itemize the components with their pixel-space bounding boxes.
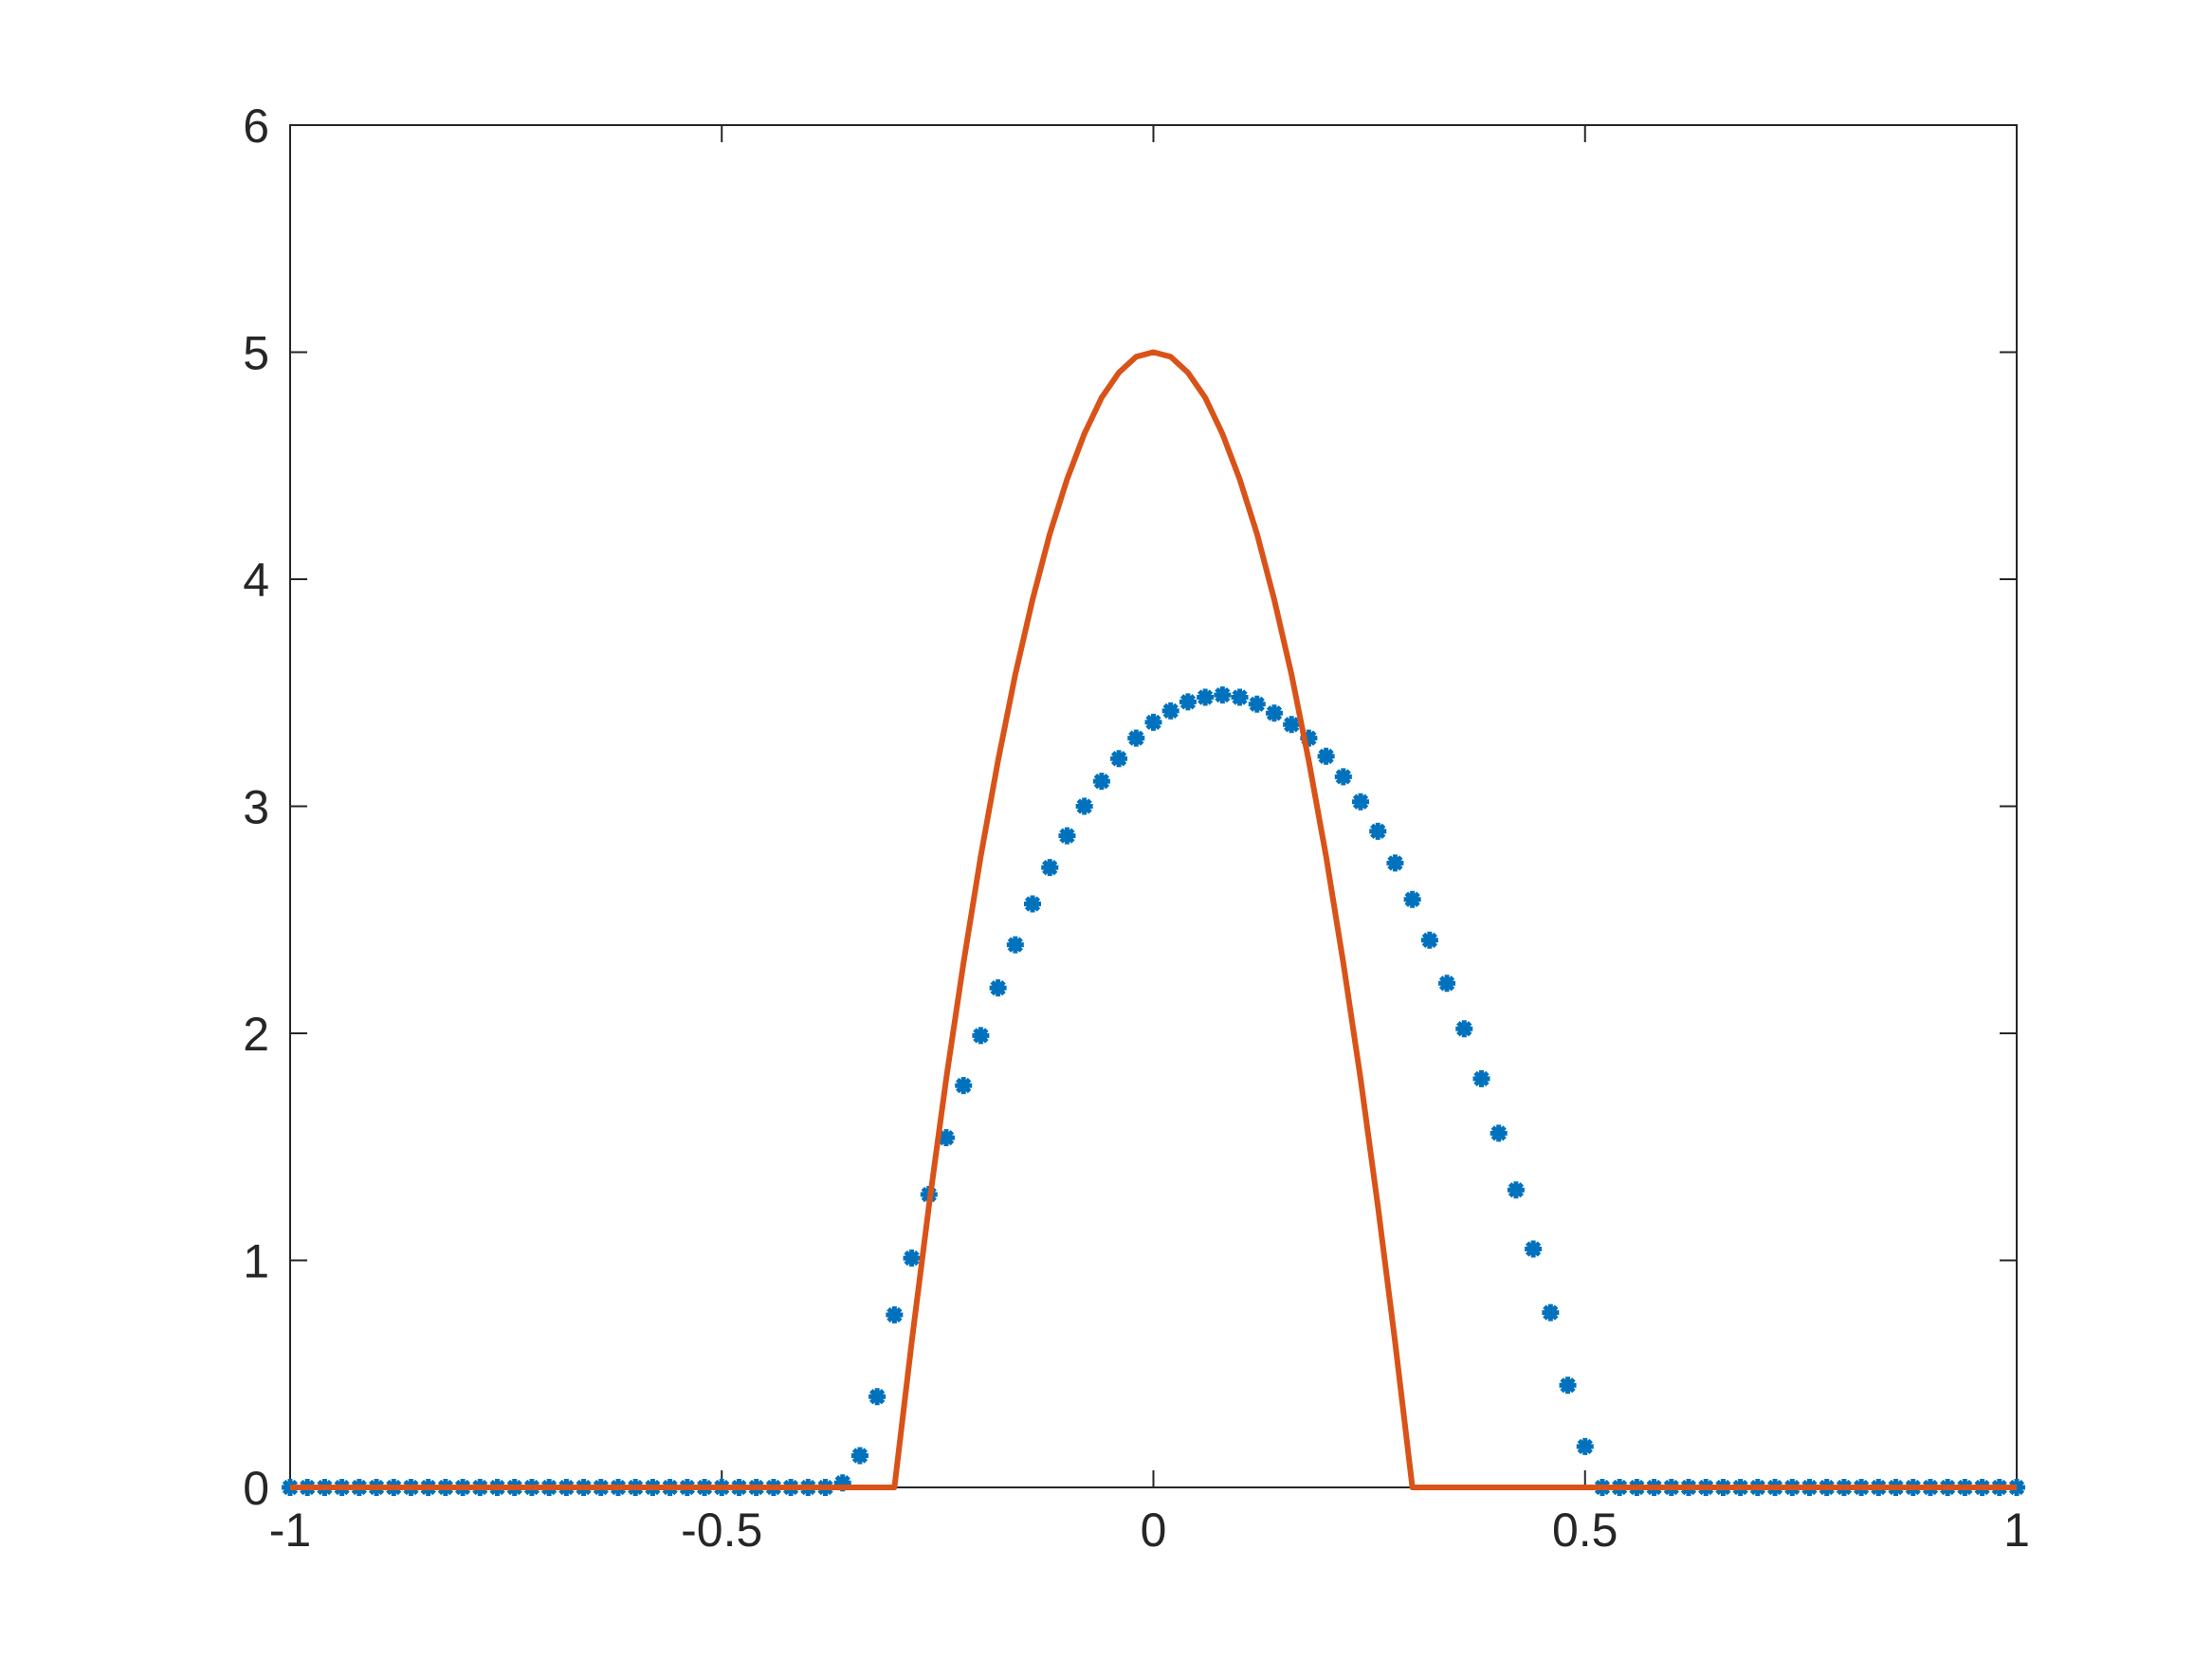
x-tick-label: 0.5 bbox=[1552, 1504, 1618, 1557]
series-marker bbox=[1144, 713, 1162, 731]
y-tick-label: 1 bbox=[243, 1235, 269, 1288]
series-marker bbox=[1092, 773, 1110, 791]
series-marker bbox=[1525, 1240, 1543, 1258]
series-marker bbox=[1214, 686, 1232, 704]
y-tick-label: 6 bbox=[243, 100, 269, 153]
series-marker bbox=[1472, 1069, 1490, 1087]
y-tick-label: 4 bbox=[243, 554, 269, 607]
series-marker bbox=[1403, 890, 1421, 908]
series-marker bbox=[1058, 827, 1076, 845]
series-marker bbox=[1197, 688, 1215, 706]
series-marker bbox=[1559, 1376, 1577, 1395]
series-marker bbox=[1075, 797, 1093, 815]
series-marker bbox=[1334, 768, 1352, 786]
series-marker bbox=[955, 1077, 973, 1095]
x-tick-label: 0 bbox=[1141, 1504, 1167, 1557]
series-marker bbox=[833, 1474, 851, 1492]
series-marker bbox=[1438, 975, 1456, 993]
series-marker bbox=[1369, 822, 1387, 840]
series-marker bbox=[1024, 895, 1042, 913]
series-marker bbox=[1041, 859, 1059, 877]
series-marker bbox=[903, 1249, 921, 1267]
x-tick-label: 1 bbox=[2003, 1504, 2030, 1557]
axes-box bbox=[289, 124, 2018, 1488]
series-marker bbox=[1352, 793, 1370, 811]
series-marker bbox=[972, 1027, 990, 1045]
x-tick-label: -0.5 bbox=[681, 1504, 762, 1557]
series-marker bbox=[868, 1388, 887, 1406]
series-marker bbox=[1420, 931, 1438, 949]
series-marker bbox=[989, 979, 1007, 997]
y-tick-label: 5 bbox=[243, 327, 269, 380]
series-marker bbox=[1248, 695, 1266, 713]
series-marker bbox=[1127, 729, 1145, 747]
x-tick-label: -1 bbox=[269, 1504, 311, 1557]
series-marker bbox=[1507, 1181, 1525, 1199]
y-tick-label: 0 bbox=[243, 1462, 269, 1515]
series-marker bbox=[1386, 854, 1404, 872]
y-tick-label: 2 bbox=[243, 1008, 269, 1061]
series-marker bbox=[1300, 729, 1318, 747]
y-tick-label: 3 bbox=[243, 781, 269, 834]
series-marker bbox=[1006, 936, 1024, 954]
series-line bbox=[290, 349, 2017, 1490]
series-marker bbox=[1542, 1304, 1560, 1322]
series-marker bbox=[937, 1129, 955, 1147]
series-marker bbox=[1179, 693, 1197, 711]
series-marker bbox=[1265, 704, 1283, 722]
series-marker bbox=[1283, 716, 1301, 734]
series-marker bbox=[1317, 747, 1335, 765]
series-marker bbox=[1110, 750, 1128, 768]
series-marker bbox=[1161, 702, 1179, 720]
series-marker bbox=[1490, 1124, 1508, 1142]
series-marker bbox=[1455, 1020, 1473, 1038]
series-marker bbox=[1576, 1437, 1594, 1455]
series-marker bbox=[1231, 688, 1249, 706]
series-marker bbox=[850, 1447, 868, 1465]
series-marker bbox=[886, 1305, 904, 1323]
